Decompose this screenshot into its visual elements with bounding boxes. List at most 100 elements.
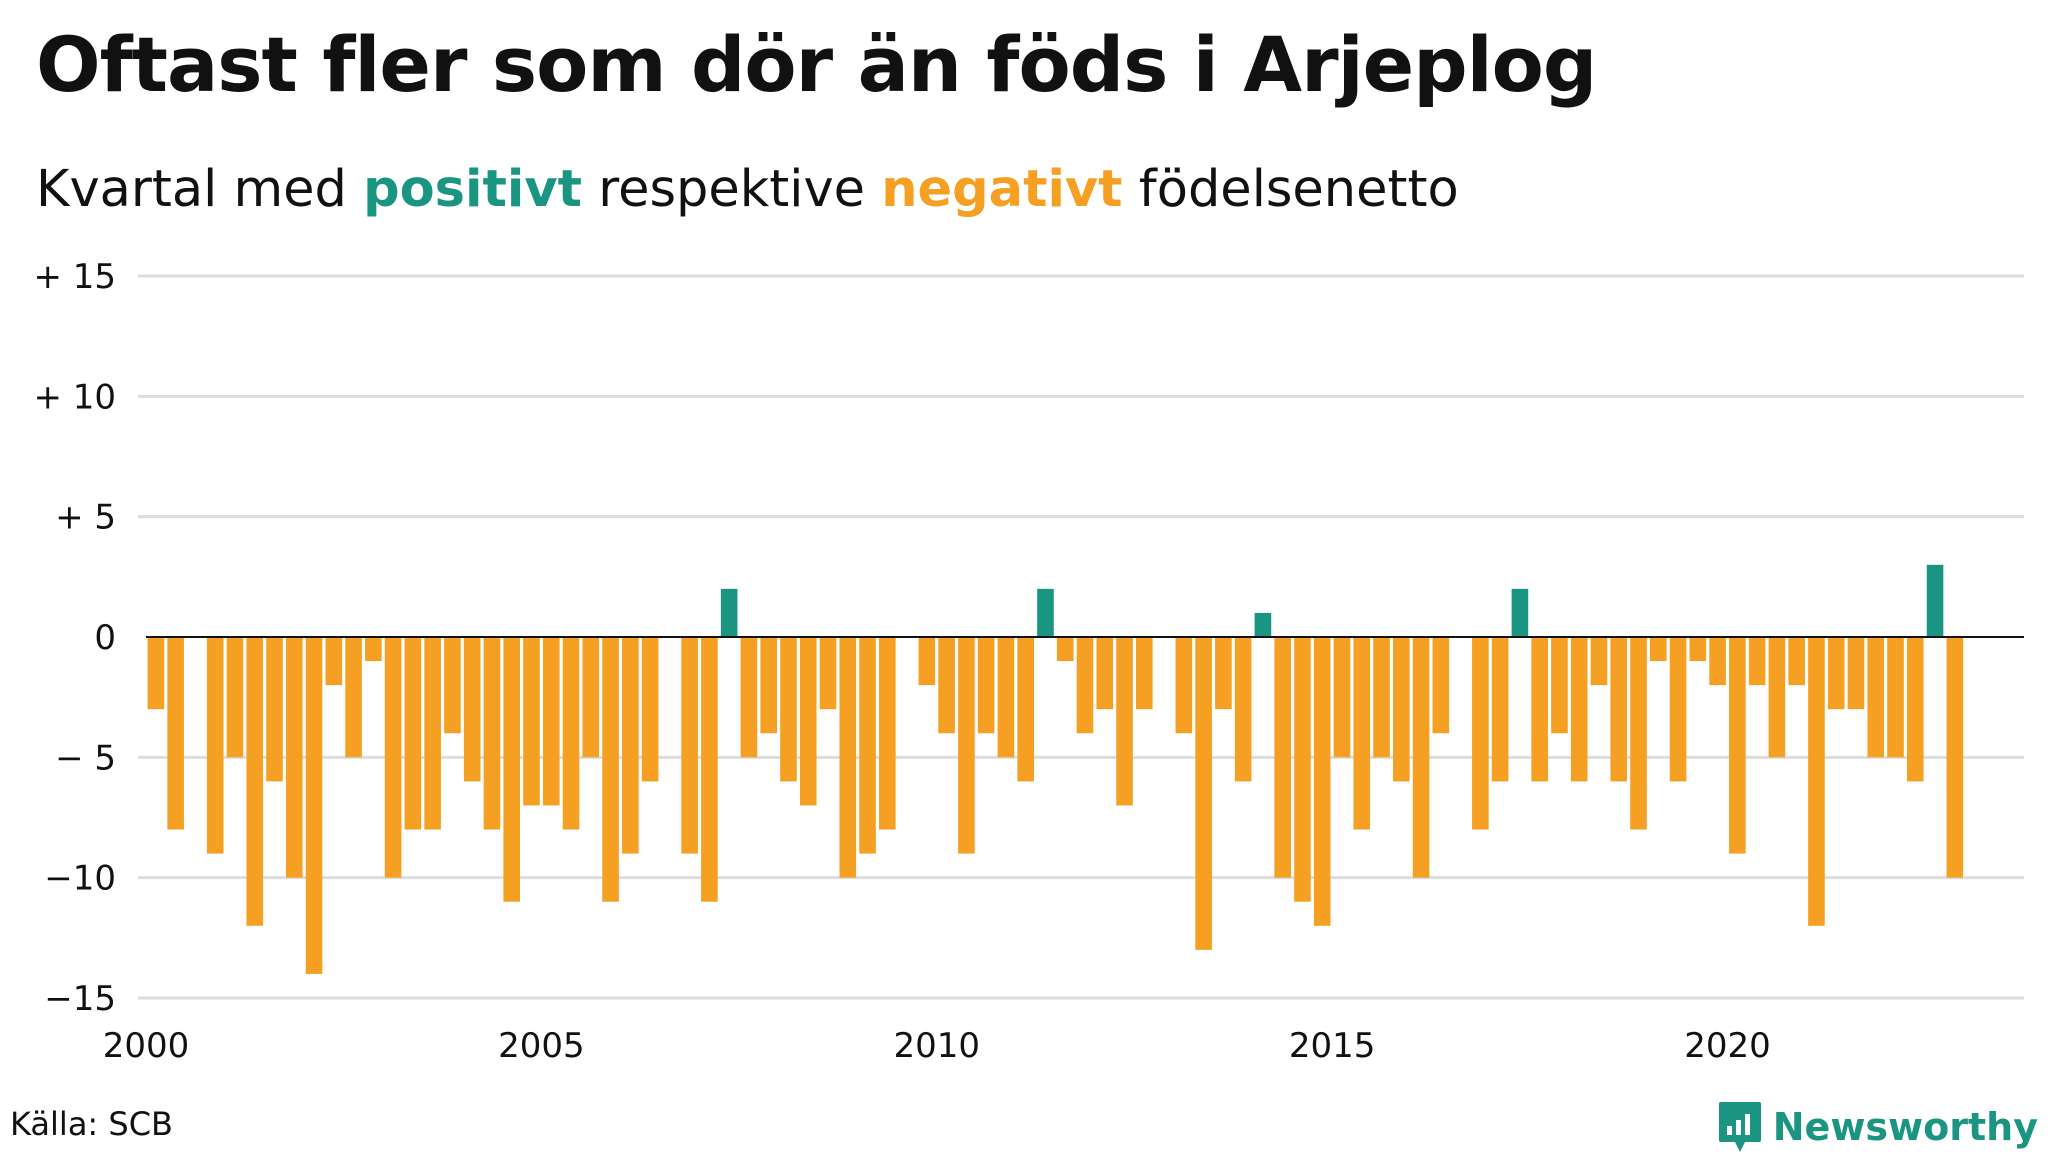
bar [483,637,501,830]
bar [859,637,876,854]
bar [1274,637,1291,878]
subtitle-middle: respektive [598,160,866,219]
bar [1946,637,1964,878]
bar [1590,637,1608,686]
bar [958,637,975,854]
bar [839,637,857,878]
bar [1669,637,1687,782]
bar [167,637,184,830]
bar [1867,637,1885,758]
y-tick-label: − 5 [55,738,116,778]
bar [1333,637,1351,758]
bar [1412,637,1430,878]
bar [325,637,343,686]
x-tick-label: 2015 [1289,1026,1376,1066]
brand-logo: Newsworthy [1717,1100,2038,1154]
bar [1729,637,1746,854]
bar [701,637,718,902]
bar [305,637,323,974]
x-tick-label: 2010 [893,1026,980,1066]
x-tick-label: 2005 [498,1026,585,1066]
bar [523,637,540,806]
y-tick-label: + 10 [33,377,116,417]
y-tick-label: 0 [94,618,116,658]
bar [1215,637,1232,710]
bar [147,637,165,710]
bar [542,637,560,806]
bar [1096,637,1114,710]
bar [226,637,244,758]
bar [977,637,995,734]
x-tick-label: 2020 [1684,1026,1771,1066]
bar [246,637,264,926]
bar [602,637,619,902]
brand-name: Newsworthy [1772,1105,2038,1149]
subtitle-negative-word: negativt [881,160,1123,219]
y-tick-label: + 15 [33,257,116,297]
bar [1511,588,1529,637]
bar [1017,637,1034,782]
bar [384,637,402,878]
bar [740,637,758,758]
bar [918,637,936,686]
bar [365,637,382,662]
bar [799,637,817,806]
bar [681,637,698,854]
bar [1056,637,1074,662]
bar [1195,637,1212,950]
bar [1491,637,1509,782]
bar [1827,637,1845,710]
x-tick-label: 2000 [103,1026,190,1066]
bar [879,637,896,830]
bar [780,637,797,782]
bar [1472,637,1489,830]
bar [1076,637,1094,734]
bar [1847,637,1865,710]
bar [1748,637,1766,686]
bar [444,637,461,734]
y-tick-label: + 5 [55,498,116,538]
bar [1037,588,1054,637]
bar [1531,637,1548,782]
bar [1353,637,1371,830]
bar [1392,637,1410,782]
bar [1175,637,1193,734]
bar [1709,637,1726,686]
bar [1887,637,1904,758]
bar [1432,637,1450,734]
bar [582,637,600,758]
bar [760,637,778,734]
bar [1570,637,1588,782]
bar [1373,637,1390,758]
bar [424,637,441,830]
subtitle-prefix: Kvartal med [36,160,347,219]
bar [266,637,283,782]
chart-subtitle: Kvartal med positivt respektive negativt… [36,160,1459,219]
bar [1906,637,1924,782]
bar [1610,637,1628,782]
bar [641,637,659,782]
bar [720,588,738,637]
bar [1136,637,1153,710]
chart-title: Oftast fler som dör än föds i Arjeplog [36,20,1597,109]
bar [463,637,481,782]
bar [819,637,837,710]
bar [206,637,224,854]
bar [1294,637,1311,902]
y-tick-label: −10 [44,859,116,899]
bar [1689,637,1707,662]
newsworthy-logo-icon [1718,1102,1761,1152]
bar [285,637,303,878]
bar [1768,637,1786,758]
bar [1808,637,1825,926]
bar [404,637,422,830]
bar [345,637,362,758]
y-tick-label: −15 [44,979,116,1019]
subtitle-positive-word: positivt [363,160,582,219]
bar [503,637,521,902]
bar [997,637,1015,758]
bar [938,637,955,734]
bar [1116,637,1133,806]
bar [1551,637,1568,734]
